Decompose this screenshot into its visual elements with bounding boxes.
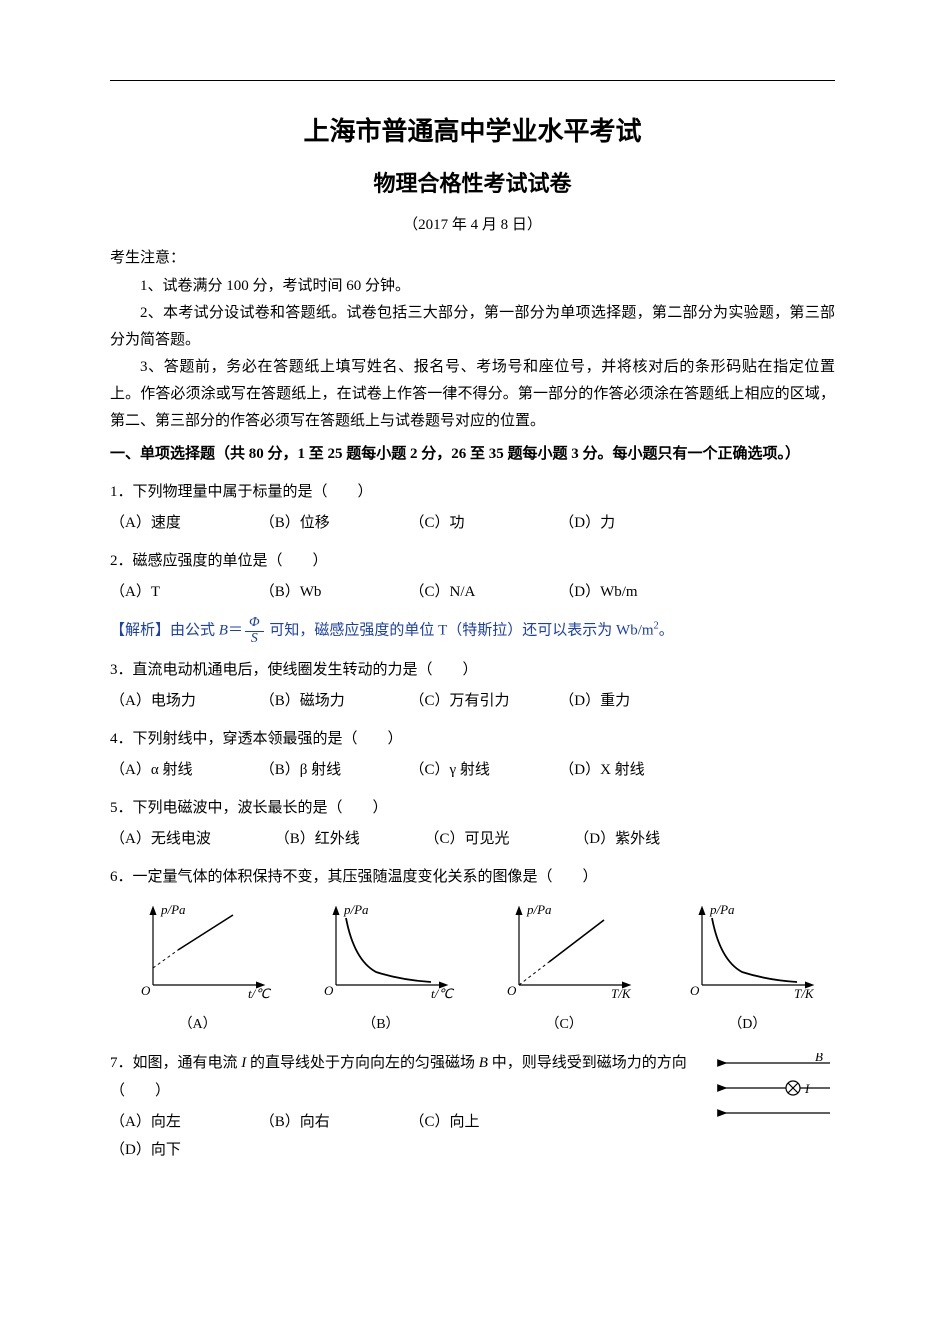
stem-b: 的直导线处于方向向左的匀强磁场 [246, 1055, 479, 1071]
q7-text: 7．如图，通有电流 I 的直导线处于方向向左的匀强磁场 B 中，则导线受到磁场力… [110, 1049, 703, 1165]
option-c: （C）N/A [410, 578, 550, 607]
question-stem: 1．下列物理量中属于标量的是（ ） [110, 478, 835, 507]
question-options: （A）α 射线 （B）β 射线 （C）γ 射线 （D）X 射线 [110, 756, 835, 785]
question-1: 1．下列物理量中属于标量的是（ ） （A）速度 （B）位移 （C）功 （D）力 [110, 478, 835, 537]
q7-svg: B I [715, 1053, 835, 1123]
notice-item: 3、答题前，务必在答题纸上填写姓名、报名号、考场号和座位号，并将核对后的条形码贴… [110, 354, 835, 435]
analysis-suffix-a: 可知，磁感应强度的单位 T（特斯拉）还可以表示为 Wb/m [266, 623, 654, 639]
option-b: （B）Wb [260, 578, 400, 607]
q6-charts: p/Pa O t/℃ （A） p/Pa [110, 900, 835, 1039]
chart-d: p/Pa O T/K （D） [660, 900, 835, 1039]
svg-text:O: O [324, 983, 334, 998]
svg-text:O: O [141, 983, 151, 998]
question-5: 5．下列电磁波中，波长最长的是（ ） （A）无线电波 （B）红外线 （C）可见光… [110, 794, 835, 853]
analysis-suffix-b: 。 [659, 623, 674, 639]
option-a: （A）向左 [110, 1108, 250, 1137]
section-heading: 一、单项选择题（共 80 分，1 至 25 题每小题 2 分，26 至 35 题… [110, 441, 835, 468]
option-b: （B）向右 [260, 1108, 400, 1137]
option-b: （B）磁场力 [260, 687, 400, 716]
question-stem: 7．如图，通有电流 I 的直导线处于方向向左的匀强磁场 B 中，则导线受到磁场力… [110, 1049, 703, 1106]
option-d: （D）重力 [559, 687, 699, 716]
xlabel: t/℃ [248, 986, 271, 1000]
eq: ＝ [228, 623, 243, 639]
question-options: （A）速度 （B）位移 （C）功 （D）力 [110, 509, 835, 538]
b-label: B [815, 1053, 823, 1064]
chart-d-svg: p/Pa O T/K [672, 900, 822, 1000]
var-B: B [479, 1055, 488, 1071]
option-c: （C）可见光 [425, 825, 565, 854]
chart-caption: （B） [293, 1012, 468, 1039]
q7-wrap: 7．如图，通有电流 I 的直导线处于方向向左的匀强磁场 B 中，则导线受到磁场力… [110, 1049, 835, 1165]
option-d: （D）X 射线 [559, 756, 699, 785]
chart-b: p/Pa O t/℃ （B） [293, 900, 468, 1039]
option-b: （B）位移 [260, 509, 400, 538]
option-b: （B）红外线 [275, 825, 415, 854]
analysis-prefix: 【解析】由公式 [110, 623, 219, 639]
ylabel: p/Pa [343, 902, 369, 917]
question-stem: 3．直流电动机通电后，使线圈发生转动的力是（ ） [110, 656, 835, 685]
svg-text:O: O [507, 983, 517, 998]
notice-item: 2、本考试分设试卷和答题纸。试卷包括三大部分，第一部分为单项选择题，第二部分为实… [110, 300, 835, 354]
exam-page: 上海市普通高中学业水平考试 物理合格性考试试卷 （2017 年 4 月 8 日）… [0, 0, 945, 1205]
question-options: （A）向左 （B）向右 （C）向上 （D）向下 [110, 1108, 703, 1165]
notice-label: 考生注意： [110, 246, 835, 267]
i-label: I [804, 1081, 810, 1096]
option-b: （B）β 射线 [260, 756, 400, 785]
option-c: （C）向上 [410, 1108, 550, 1137]
ylabel: p/Pa [160, 902, 186, 917]
svg-text:O: O [690, 983, 700, 998]
stem-a: 7．如图，通有电流 [110, 1055, 241, 1071]
option-d: （D）向下 [110, 1136, 250, 1165]
question-stem: 5．下列电磁波中，波长最长的是（ ） [110, 794, 835, 823]
option-a: （A）速度 [110, 509, 250, 538]
top-rule [110, 80, 835, 81]
chart-caption: （A） [110, 1012, 285, 1039]
question-stem: 2．磁感应强度的单位是（ ） [110, 547, 835, 576]
analysis-2: 【解析】由公式 B＝ΦS 可知，磁感应强度的单位 T（特斯拉）还可以表示为 Wb… [110, 616, 835, 646]
option-a: （A）电场力 [110, 687, 250, 716]
option-a: （A）α 射线 [110, 756, 250, 785]
chart-a-svg: p/Pa O t/℃ [123, 900, 273, 1000]
option-c: （C）γ 射线 [410, 756, 550, 785]
fraction: ΦS [245, 616, 264, 646]
xlabel: T/K [794, 986, 815, 1000]
fraction-den: S [245, 632, 264, 647]
exam-date: （2017 年 4 月 8 日） [110, 213, 835, 234]
ylabel: p/Pa [526, 902, 552, 917]
question-options: （A）T （B）Wb （C）N/A （D）Wb/m [110, 578, 835, 607]
var-B: B [219, 623, 228, 639]
xlabel: t/℃ [431, 986, 454, 1000]
xlabel: T/K [611, 986, 632, 1000]
chart-caption: （D） [660, 1012, 835, 1039]
exam-subtitle: 物理合格性考试试卷 [110, 166, 835, 198]
option-a: （A）无线电波 [110, 825, 265, 854]
ylabel: p/Pa [709, 902, 735, 917]
chart-c: p/Pa O T/K （C） [477, 900, 652, 1039]
chart-caption: （C） [477, 1012, 652, 1039]
option-c: （C）功 [410, 509, 550, 538]
exam-title: 上海市普通高中学业水平考试 [110, 111, 835, 148]
chart-a: p/Pa O t/℃ （A） [110, 900, 285, 1039]
question-stem: 4．下列射线中，穿透本领最强的是（ ） [110, 725, 835, 754]
option-d: （D）紫外线 [574, 825, 714, 854]
fraction-num: Φ [245, 616, 264, 632]
notice-item: 1、试卷满分 100 分，考试时间 60 分钟。 [110, 273, 835, 300]
question-3: 3．直流电动机通电后，使线圈发生转动的力是（ ） （A）电场力 （B）磁场力 （… [110, 656, 835, 715]
option-d: （D）力 [559, 509, 699, 538]
question-6: 6．一定量气体的体积保持不变，其压强随温度变化关系的图像是（ ） p/Pa O [110, 863, 835, 1039]
option-a: （A）T [110, 578, 250, 607]
question-options: （A）电场力 （B）磁场力 （C）万有引力 （D）重力 [110, 687, 835, 716]
q7-figure: B I [715, 1053, 835, 1134]
question-4: 4．下列射线中，穿透本领最强的是（ ） （A）α 射线 （B）β 射线 （C）γ… [110, 725, 835, 784]
chart-c-svg: p/Pa O T/K [489, 900, 639, 1000]
option-d: （D）Wb/m [559, 578, 699, 607]
question-2: 2．磁感应强度的单位是（ ） （A）T （B）Wb （C）N/A （D）Wb/m [110, 547, 835, 606]
question-7: 7．如图，通有电流 I 的直导线处于方向向左的匀强磁场 B 中，则导线受到磁场力… [110, 1049, 835, 1165]
chart-b-svg: p/Pa O t/℃ [306, 900, 456, 1000]
question-options: （A）无线电波 （B）红外线 （C）可见光 （D）紫外线 [110, 825, 835, 854]
option-c: （C）万有引力 [410, 687, 550, 716]
question-stem: 6．一定量气体的体积保持不变，其压强随温度变化关系的图像是（ ） [110, 863, 835, 892]
